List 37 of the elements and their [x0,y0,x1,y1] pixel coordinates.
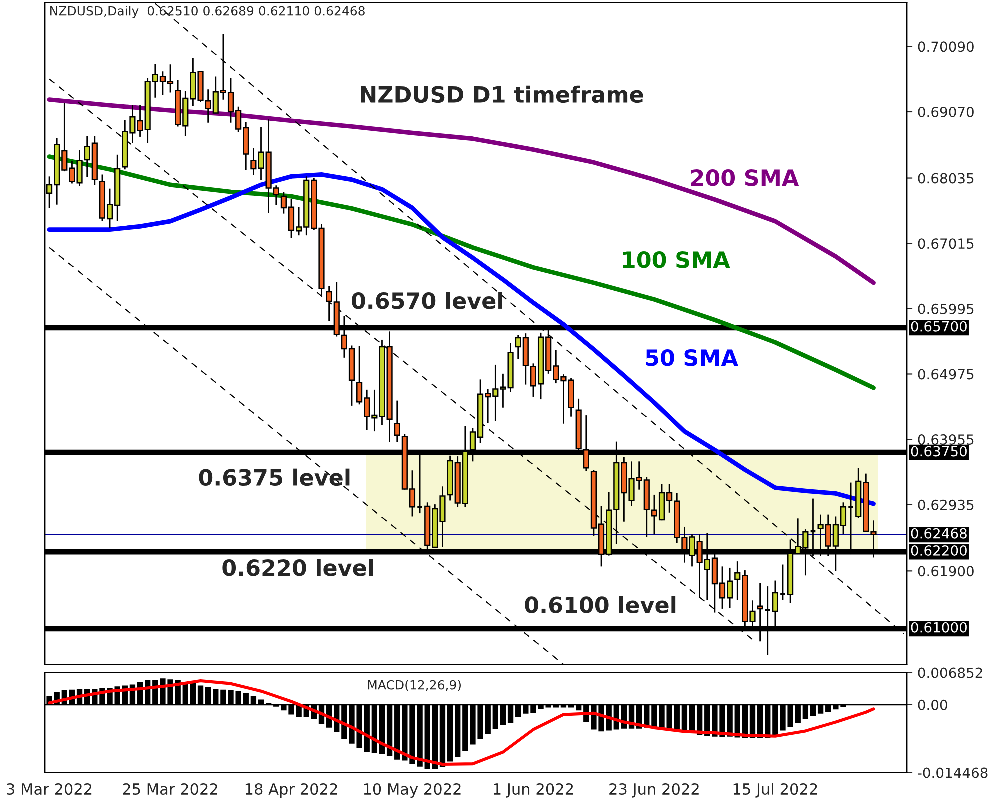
y-tick-label: 0.63955 [918,434,974,446]
annotation: 0.6570 level [352,292,502,310]
candlestick [394,400,400,444]
x-tick-label: 3 Mar 2022 [7,783,92,796]
y-tick-label: 0.00 [918,700,948,710]
x-tick-label: 10 May 2022 [364,783,461,798]
y-tick-label: -0.014468 [918,768,988,778]
annotation: 0.6100 level [525,596,676,614]
series-label: 50 SMA [646,349,738,366]
series-label: 200 SMA [691,170,800,186]
y-tick-label: 0.61900 [918,566,974,577]
x-tick-label: 1 Jun 2022 [494,783,574,798]
ref-line-label: 0.65700 [911,321,967,332]
x-tick-label: 23 Jun 2022 [610,783,699,798]
ref-line-label: 0.63750 [911,446,967,457]
y-tick-label: 0.68035 [918,173,974,184]
ref-line-label: 0.61000 [911,622,967,633]
x-tick-label: 25 Mar 2022 [123,783,218,796]
annotation: 0.6220 level [222,559,374,576]
x-tick-label: 15 Jul 2022 [734,783,818,798]
y-tick-label: 0.64975 [918,369,974,380]
line-series [48,679,876,766]
annotation: NZDUSD,Daily 0.62510 0.62689 0.62110 0.62468 [50,6,365,18]
text: NZDUSD D1 timeframe [361,86,644,104]
y-tick-label: 0.62935 [918,500,974,510]
y-tick-label: 0.67015 [918,238,974,250]
y-tick-label: 0.69070 [918,106,974,118]
series-label: 100 SMA [623,251,730,268]
ref-line-label: 0.62200 [911,545,967,556]
y-tick-label: 0.65995 [918,304,974,314]
text: MACD(12,26,9) [368,680,461,692]
line-series [47,154,876,390]
x-tick-label: 18 Apr 2022 [246,783,338,798]
y-tick-label: 0.006852 [918,668,982,678]
ref-line-label: 0.62468 [911,528,967,539]
annotation: 0.6375 level [199,468,350,486]
y-tick-label: 0.70090 [918,42,974,52]
